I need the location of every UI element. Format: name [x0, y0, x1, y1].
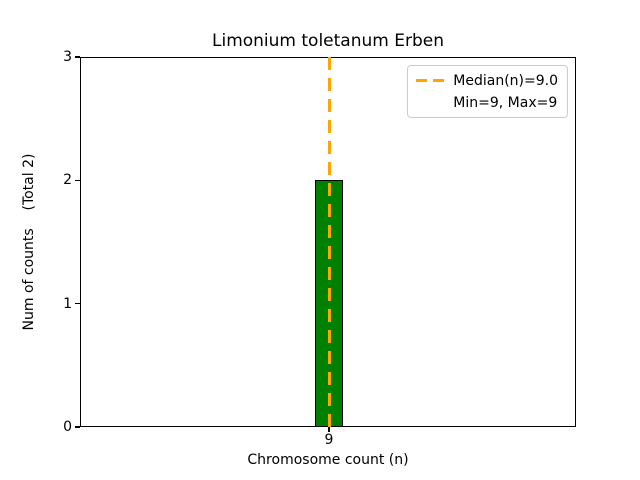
dashed-line-icon	[416, 78, 445, 83]
y-tick-mark	[75, 303, 80, 305]
x-tick-label: 9	[324, 432, 334, 448]
y-tick-label: 2	[63, 172, 72, 189]
y-tick-label: 3	[63, 49, 72, 65]
chart-title: Limonium toletanum Erben	[212, 31, 444, 51]
y-tick-mark	[75, 426, 80, 428]
y-axis-label: Num of counts (Total 2)	[21, 153, 37, 331]
legend-label: Median(n)=9.0	[453, 72, 558, 89]
median-line	[327, 57, 331, 427]
legend-item-minmax: Min=9, Max=9	[416, 93, 558, 112]
x-tick-mark	[328, 427, 330, 432]
plot-area: Median(n)=9.0 Min=9, Max=9	[80, 57, 576, 427]
y-tick-label: 1	[63, 295, 72, 312]
empty-glyph	[416, 101, 444, 105]
y-tick-label: 0	[63, 419, 72, 435]
legend: Median(n)=9.0 Min=9, Max=9	[407, 65, 568, 118]
x-axis-label: Chromosome count (n)	[247, 452, 409, 468]
y-tick-mark	[75, 179, 80, 182]
legend-label: Min=9, Max=9	[453, 94, 558, 111]
y-tick-mark	[75, 56, 80, 58]
legend-item-median: Median(n)=9.0	[416, 71, 558, 90]
